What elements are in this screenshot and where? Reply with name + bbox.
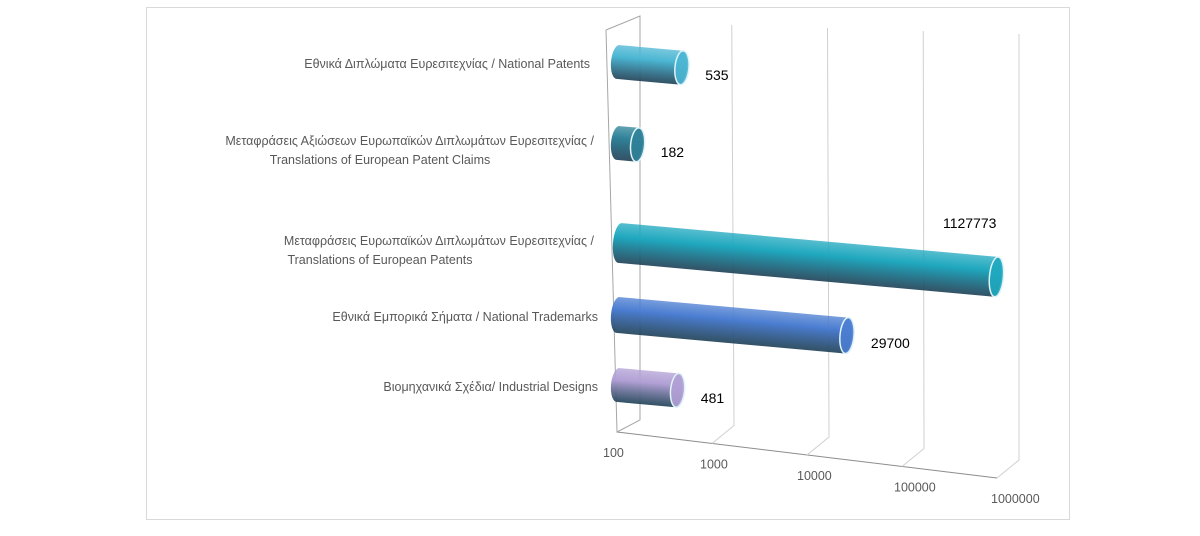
- data-label: 29700: [871, 335, 910, 351]
- gridline: [806, 27, 830, 456]
- bar: [610, 297, 855, 355]
- bar-cap: [629, 127, 646, 163]
- bar-body: [610, 45, 688, 85]
- chart-frame: [146, 7, 1070, 520]
- bar-body: [610, 368, 683, 408]
- category-label: Μεταφράσεις Αξιώσεων Ευρωπαϊκών Διπλωμάτ…: [225, 134, 594, 148]
- bar-cap: [674, 50, 690, 86]
- bar-cap: [669, 372, 686, 409]
- bar-cap: [988, 256, 1005, 298]
- x-tick-label: 1000000: [991, 492, 1040, 506]
- gridline: [996, 34, 1020, 479]
- bar: [610, 368, 686, 409]
- bar: [612, 223, 1005, 298]
- category-label: Translations of European Patent Claims: [270, 153, 490, 167]
- category-label: Βιομηχανικά Σχέδια/ Industrial Designs: [383, 380, 598, 394]
- bars: [610, 45, 1005, 409]
- data-label: 481: [701, 390, 725, 406]
- x-tick-label: 1000: [700, 458, 728, 472]
- bar-body: [612, 223, 1002, 297]
- bar-cap: [839, 316, 855, 355]
- bar: [610, 45, 690, 86]
- bar-body: [610, 297, 853, 354]
- labels: 100 1000 10000 100000 1000000 535 Εθνικά Διπλώ…: [225, 57, 1039, 506]
- x-tick-label: 100000: [894, 481, 936, 495]
- x-tick-label: 100: [603, 446, 624, 460]
- data-label: 1127773: [943, 215, 997, 231]
- data-label: 182: [661, 144, 685, 160]
- gridline: [901, 30, 925, 467]
- category-label: Μεταφράσεις Ευρωπαϊκών Διπλωμάτων Ευρεσι…: [284, 234, 595, 248]
- category-label: Εθνικά Εμπορικά Σήματα / National Tradem…: [332, 310, 598, 324]
- gridline: [711, 24, 735, 444]
- side-wall: [605, 15, 641, 433]
- bar: [610, 126, 646, 163]
- x-tick-label: 10000: [797, 469, 832, 483]
- category-label: Translations of European Patents: [287, 253, 472, 267]
- category-label: Εθνικά Διπλώματα Ευρεσιτεχνίας / Nationa…: [304, 57, 590, 71]
- data-label: 535: [705, 67, 729, 83]
- grid: [605, 15, 1020, 479]
